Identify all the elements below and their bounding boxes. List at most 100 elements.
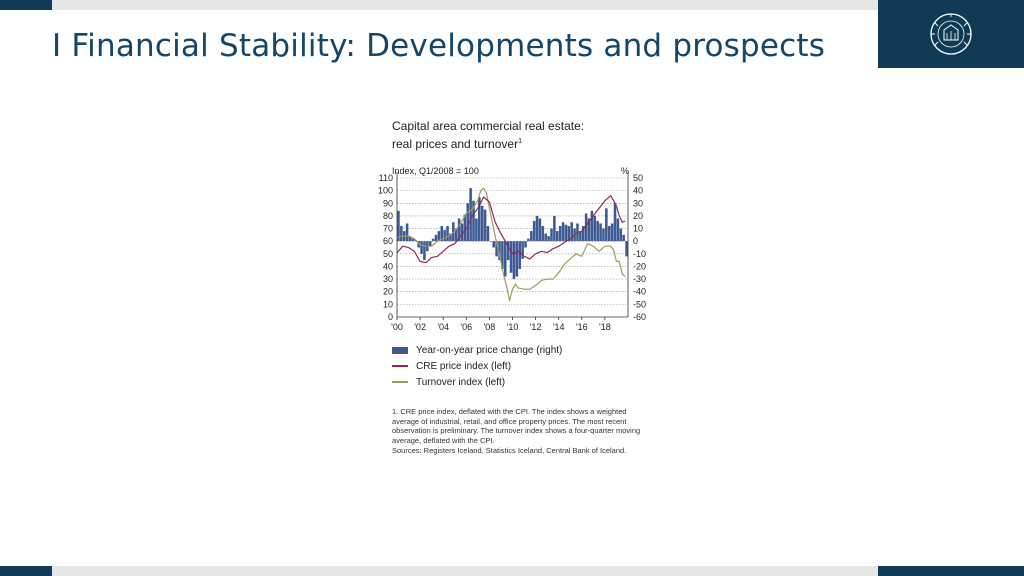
x-tick-label: '06 [460, 322, 472, 332]
legend-label: Turnover index (left) [416, 376, 506, 388]
price-change-bar [472, 200, 475, 242]
price-change-bar [553, 215, 556, 242]
price-change-bar [579, 231, 582, 242]
cre-chart: 0102030405060708090100110-60-50-40-30-20… [378, 166, 646, 332]
price-change-bar [535, 215, 539, 242]
price-change-bars [397, 188, 628, 280]
price-change-bar [423, 241, 426, 261]
price-change-bar [512, 241, 516, 280]
legend-swatch-bar [392, 346, 408, 354]
right-tick-label: -50 [633, 299, 646, 309]
price-change-bar [616, 218, 620, 242]
x-tick-label: '00 [391, 322, 403, 332]
price-change-bar [506, 241, 510, 261]
right-tick-label: 10 [633, 224, 643, 234]
chart-footnote: 1. CRE price index, deflated with the CP… [392, 407, 642, 456]
price-change-bar [400, 226, 403, 242]
legend-item-price-change: Year-on-year price change (right) [392, 342, 562, 358]
price-change-bar [590, 210, 594, 242]
price-change-bar [498, 241, 501, 261]
price-change-bar [619, 228, 623, 242]
price-change-bar [495, 241, 498, 257]
legend-label: Year-on-year price change (right) [416, 344, 563, 356]
price-change-bar [486, 226, 490, 242]
left-tick-label: 70 [383, 224, 393, 234]
price-change-bar [454, 228, 458, 242]
price-change-bar [570, 222, 573, 242]
price-change-bar [521, 241, 524, 259]
price-change-bar [524, 241, 527, 248]
price-change-bar [431, 238, 435, 242]
bottom-accent-right [878, 566, 1024, 576]
right-tick-label: -60 [633, 312, 646, 322]
left-tick-label: 0 [388, 312, 393, 322]
left-tick-label: 80 [383, 211, 393, 221]
price-change-bar [397, 210, 400, 242]
sources-text: Sources: Registers Iceland, Statistics I… [392, 446, 627, 456]
legend-label: CRE price index (left) [416, 360, 512, 372]
cre-price-index-line [396, 195, 626, 264]
price-change-bar [555, 231, 559, 242]
price-change-bar [550, 228, 553, 242]
price-change-bar [411, 238, 415, 242]
price-change-bar [622, 234, 625, 242]
price-change-bar [625, 241, 628, 257]
price-change-bar [584, 213, 588, 242]
slide-title: I Financial Stability: Developments and … [52, 28, 826, 64]
right-tick-label: -10 [633, 249, 646, 259]
price-change-bar [466, 203, 470, 242]
left-tick-label: 110 [379, 173, 393, 183]
turnover-index-line [396, 187, 626, 302]
price-change-bar [515, 241, 519, 277]
price-change-bar [561, 222, 565, 242]
price-change-bar [469, 188, 472, 242]
x-tick-label: '08 [484, 322, 496, 332]
price-change-bar [596, 220, 599, 242]
right-tick-label: 0 [633, 236, 638, 246]
price-change-bar [610, 223, 614, 242]
left-tick-label: 100 [378, 186, 393, 196]
price-change-bar [489, 241, 493, 242]
price-change-bar [527, 238, 530, 242]
x-tick-label: '18 [599, 322, 611, 332]
price-change-bar [475, 218, 478, 242]
right-tick-label: 50 [633, 173, 643, 183]
price-change-bar [607, 226, 611, 242]
legend-item-turnover-index: Turnover index (left) [392, 374, 562, 390]
x-tick-label: '10 [507, 322, 519, 332]
legend-swatch-cre-line [392, 365, 408, 367]
index-lines [396, 187, 626, 302]
price-change-bar [457, 218, 461, 242]
price-change-bar [541, 226, 545, 242]
legend-item-cre-index: CRE price index (left) [392, 358, 562, 374]
right-axis-label: % [621, 166, 629, 176]
top-decor-bar [0, 0, 1024, 10]
price-change-bar [428, 241, 432, 247]
price-change-bar [602, 228, 605, 242]
price-change-bar [501, 241, 504, 269]
left-tick-label: 50 [383, 249, 393, 259]
price-change-bar [504, 241, 507, 277]
left-tick-label: 40 [383, 261, 393, 271]
price-change-bar [492, 241, 496, 248]
price-change-bar [440, 226, 444, 242]
chart-legend: Year-on-year price change (right) CRE pr… [392, 342, 562, 390]
price-change-bar [449, 233, 452, 242]
left-tick-label: 10 [383, 299, 393, 309]
price-change-bar [460, 223, 464, 242]
right-tick-label: -30 [633, 274, 646, 284]
price-change-bar [599, 223, 602, 242]
left-tick-label: 30 [383, 274, 393, 284]
axis-labels: Index, Q1/2008 = 100 % [392, 166, 629, 176]
price-change-bar [605, 208, 608, 242]
price-change-bar [480, 205, 484, 242]
grid-lines [397, 177, 628, 305]
price-change-bar [613, 203, 617, 242]
central-bank-seal-icon [930, 13, 972, 55]
price-change-bar [509, 241, 513, 273]
bank-logo [878, 0, 1024, 68]
x-tick-label: '02 [414, 322, 426, 332]
right-tick-label: 40 [633, 186, 643, 196]
price-change-bar [483, 209, 487, 242]
footnote-marker: 1 [518, 138, 522, 145]
